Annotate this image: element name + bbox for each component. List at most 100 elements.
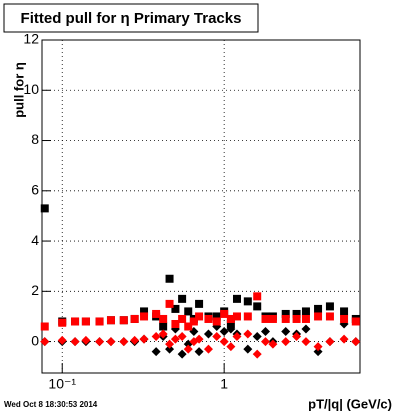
y-tick-label: 6 xyxy=(31,181,39,197)
diamond-marker xyxy=(292,332,302,342)
diamond-marker xyxy=(212,332,222,342)
diamond-marker xyxy=(313,342,323,352)
diamond-marker xyxy=(119,337,129,347)
square-marker xyxy=(226,319,235,328)
chart-title: Fitted pull for η Primary Tracks xyxy=(21,10,242,27)
diamond-marker xyxy=(151,332,161,342)
diamond-marker xyxy=(339,334,349,344)
square-marker xyxy=(159,314,168,323)
square-marker xyxy=(165,299,174,308)
square-marker xyxy=(226,314,235,323)
diamond-marker xyxy=(301,337,311,347)
diamond-marker xyxy=(40,337,50,347)
square-marker xyxy=(268,314,277,323)
diamond-marker xyxy=(57,335,67,345)
y-axis-label: pull for η xyxy=(11,62,26,118)
square-marker xyxy=(314,312,323,321)
square-marker xyxy=(232,294,241,303)
diamond-marker xyxy=(261,327,271,337)
square-marker xyxy=(40,204,49,213)
square-marker xyxy=(212,317,221,326)
diamond-marker xyxy=(243,344,253,354)
diamond-marker xyxy=(165,339,175,349)
x-tick-label: 1 xyxy=(220,376,228,392)
square-marker xyxy=(253,302,262,311)
y-tick-label: 2 xyxy=(31,282,39,298)
square-marker xyxy=(119,316,128,325)
square-marker xyxy=(325,312,334,321)
square-marker xyxy=(171,319,180,328)
diamond-marker xyxy=(194,334,204,344)
diamond-marker xyxy=(219,327,229,337)
diamond-marker xyxy=(243,329,253,339)
diamond-marker xyxy=(203,344,213,354)
square-marker xyxy=(340,314,349,323)
square-marker xyxy=(261,314,270,323)
y-tick-label: 10 xyxy=(23,81,39,97)
square-marker xyxy=(95,317,104,326)
square-marker xyxy=(351,317,360,326)
diamond-marker xyxy=(194,347,204,357)
diamond-marker xyxy=(139,334,149,344)
y-tick-label: 4 xyxy=(31,232,39,248)
square-marker xyxy=(314,304,323,313)
square-marker xyxy=(325,302,334,311)
diamond-marker xyxy=(95,337,105,347)
diamond-marker xyxy=(281,337,291,347)
diamond-marker xyxy=(325,337,335,347)
y-tick-label: 0 xyxy=(31,332,39,348)
square-marker xyxy=(232,312,241,321)
square-marker xyxy=(81,317,90,326)
square-marker xyxy=(301,307,310,316)
diamond-marker xyxy=(170,334,180,344)
square-marker xyxy=(195,299,204,308)
diamond-marker xyxy=(151,347,161,357)
diamond-marker xyxy=(301,324,311,334)
square-marker xyxy=(340,307,349,316)
x-axis-label: pT/|q| (GeV/c) xyxy=(308,396,392,411)
square-marker xyxy=(189,317,198,326)
title-box xyxy=(3,3,259,33)
square-marker xyxy=(253,292,262,301)
diamond-marker xyxy=(351,337,361,347)
y-tick-label: 8 xyxy=(31,131,39,147)
square-marker xyxy=(106,316,115,325)
diamond-marker xyxy=(183,344,193,354)
square-marker xyxy=(243,297,252,306)
diamond-marker xyxy=(130,335,140,345)
y-tick-label: 12 xyxy=(23,31,39,47)
diamond-marker xyxy=(268,339,278,349)
diamond-marker xyxy=(158,329,168,339)
square-marker xyxy=(292,314,301,323)
square-marker xyxy=(130,314,139,323)
square-marker xyxy=(243,312,252,321)
square-marker xyxy=(195,312,204,321)
square-marker xyxy=(140,307,149,316)
diamond-marker xyxy=(219,337,229,347)
square-marker xyxy=(140,312,149,321)
square-marker xyxy=(159,322,168,331)
diamond-marker xyxy=(281,327,291,337)
diamond-marker xyxy=(252,332,262,342)
square-marker xyxy=(152,309,161,318)
square-marker xyxy=(178,294,187,303)
square-marker xyxy=(204,314,213,323)
diamond-marker xyxy=(226,342,236,352)
x-tick-label: 10⁻¹ xyxy=(48,376,76,392)
square-marker xyxy=(165,274,174,283)
square-marker xyxy=(171,304,180,313)
square-marker xyxy=(178,314,187,323)
diamond-marker xyxy=(261,337,271,347)
diamond-marker xyxy=(177,332,187,342)
diamond-marker xyxy=(313,347,323,357)
diamond-marker xyxy=(81,335,91,345)
diamond-marker xyxy=(177,349,187,359)
square-marker xyxy=(220,309,229,318)
square-marker xyxy=(184,322,193,331)
square-marker xyxy=(212,312,221,321)
square-marker xyxy=(301,314,310,323)
diamond-marker xyxy=(232,332,242,342)
diamond-marker xyxy=(252,349,262,359)
